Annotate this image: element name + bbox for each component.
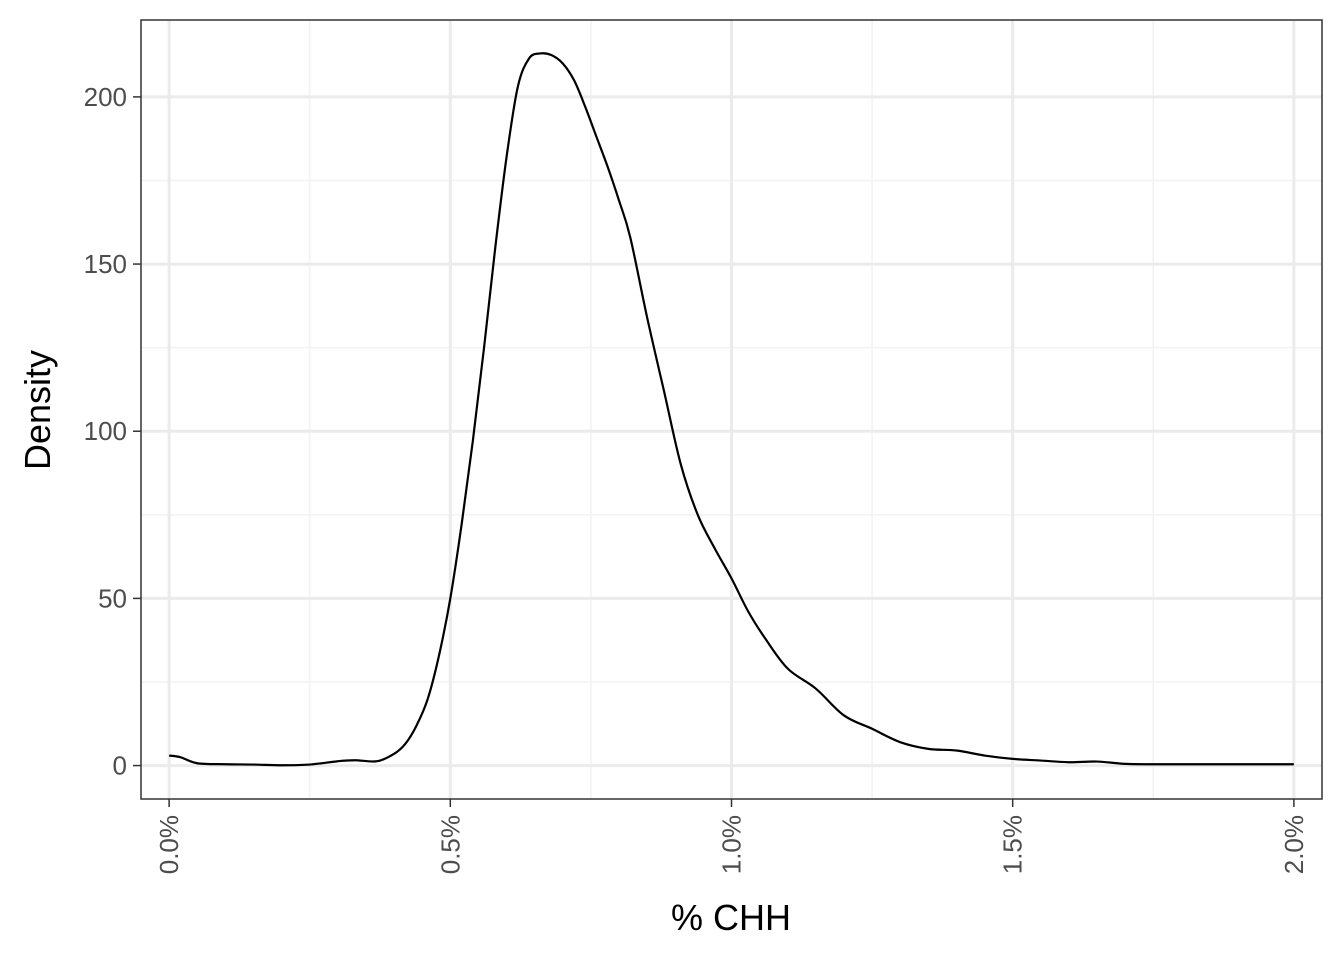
- y-tick-label: 50: [98, 583, 127, 613]
- x-tick-label: 2.0%: [1279, 815, 1309, 874]
- y-axis: 0 50 100 150 200: [84, 82, 141, 781]
- x-axis: 0.0% 0.5% 1.0% 1.5% 2.0%: [154, 799, 1309, 874]
- y-tick-label: 200: [84, 82, 127, 112]
- series-layer: [168, 52, 1294, 767]
- y-tick-label: 100: [84, 416, 127, 446]
- density-curve: [168, 52, 1294, 767]
- y-tick-label: 0: [113, 751, 127, 781]
- x-tick-label: 0.5%: [435, 815, 465, 874]
- x-tick-label: 1.5%: [998, 815, 1028, 874]
- x-tick-label: 1.0%: [717, 815, 747, 874]
- y-tick-label: 150: [84, 249, 127, 279]
- x-axis-title: % CHH: [671, 897, 791, 938]
- major-grid: [141, 20, 1322, 799]
- y-axis-title: Density: [17, 350, 58, 470]
- x-tick-label: 0.0%: [154, 815, 184, 874]
